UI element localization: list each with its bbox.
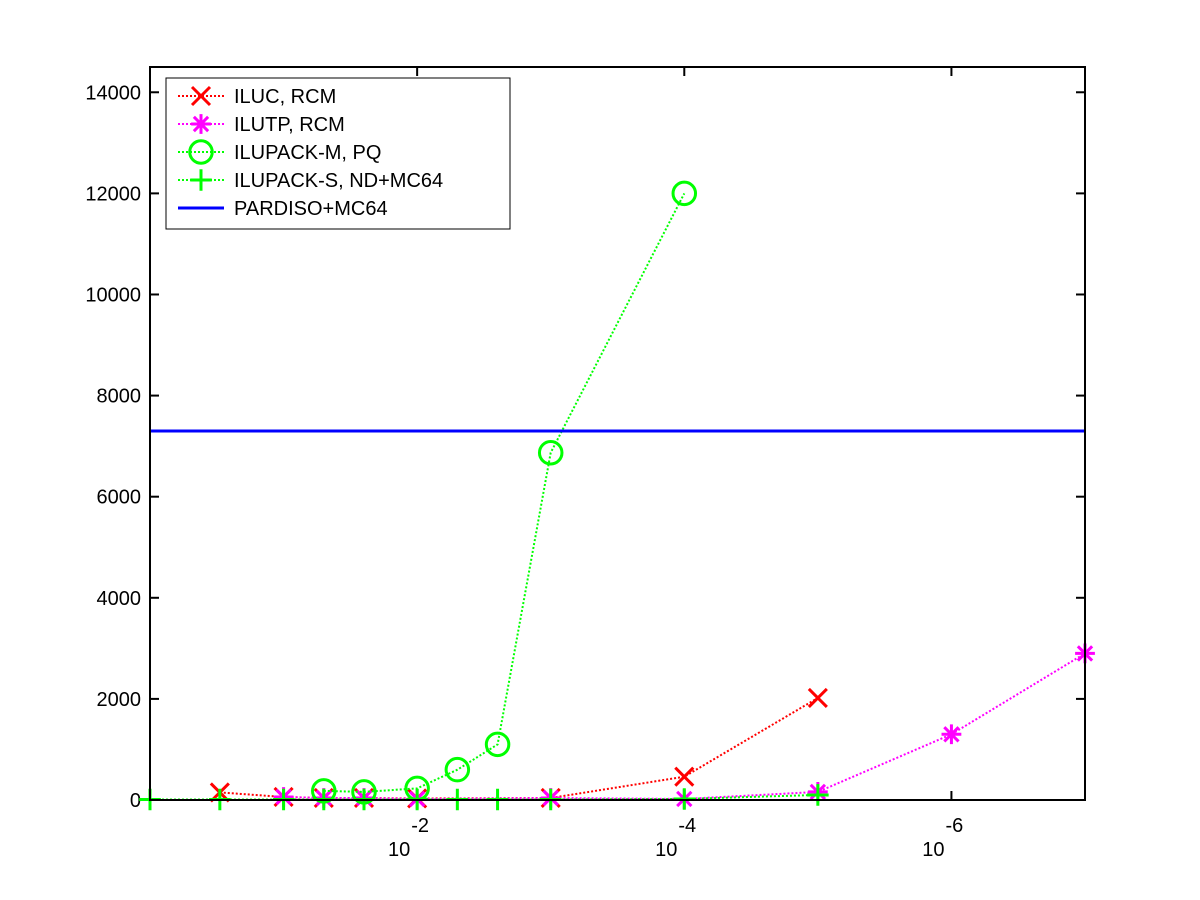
- y-tick-label: 8000: [97, 386, 142, 408]
- marker-x: [807, 687, 828, 708]
- marker-x: [674, 766, 695, 787]
- marker-circle: [537, 439, 564, 466]
- y-tick-label: 14000: [85, 82, 141, 104]
- y-tick-label: 0: [130, 790, 141, 812]
- x-tick-base: 10: [655, 839, 677, 861]
- marker-circle: [444, 756, 471, 783]
- marker-asterisk: [941, 724, 962, 745]
- legend-label: ILUPACK-S, ND+MC64: [234, 170, 443, 192]
- marker-plus: [673, 788, 696, 810]
- legend-entry: ILUPACK-S, ND+MC64: [178, 169, 443, 192]
- marker-circle: [484, 731, 511, 758]
- marker-plus: [807, 784, 829, 806]
- legend-label: ILUPACK-M, PQ: [234, 142, 381, 164]
- axis-ticks: 0200040006000800010000120001400010-210-4…: [85, 67, 1085, 861]
- legend-label: PARDISO+MC64: [234, 198, 388, 220]
- marker-asterisk: [191, 114, 211, 134]
- y-tick-label: 10000: [85, 284, 141, 306]
- marker-plus: [190, 169, 212, 191]
- x-tick-base: 10: [922, 839, 944, 861]
- y-tick-label: 12000: [85, 183, 141, 205]
- y-tick-label: 2000: [97, 689, 142, 711]
- marker-x: [190, 85, 212, 107]
- marker-circle: [188, 139, 214, 165]
- marker-circle: [671, 180, 698, 207]
- x-tick-base: 10: [388, 839, 410, 861]
- series-line: [283, 652, 1086, 801]
- legend-entry: ILUPACK-M, PQ: [178, 139, 381, 165]
- legend: ILUC, RCM ILUTP, RCM ILUPACK-M, PQ ILUPACK-…: [165, 77, 511, 230]
- legend-label: ILUTP, RCM: [234, 114, 345, 136]
- plot-frame: [149, 66, 1086, 801]
- x-tick-exponent: -2: [411, 815, 429, 837]
- y-tick-label: 6000: [97, 487, 142, 509]
- x-tick-exponent: -4: [678, 815, 696, 837]
- x-tick-exponent: -6: [946, 815, 964, 837]
- legend-entry: ILUC, RCM: [178, 85, 336, 108]
- legend-box: [165, 77, 511, 230]
- legend-entry: ILUTP, RCM: [178, 114, 345, 136]
- y-tick-label: 4000: [97, 588, 142, 610]
- legend-label: ILUC, RCM: [234, 86, 336, 108]
- legend-entry: PARDISO+MC64: [178, 198, 388, 220]
